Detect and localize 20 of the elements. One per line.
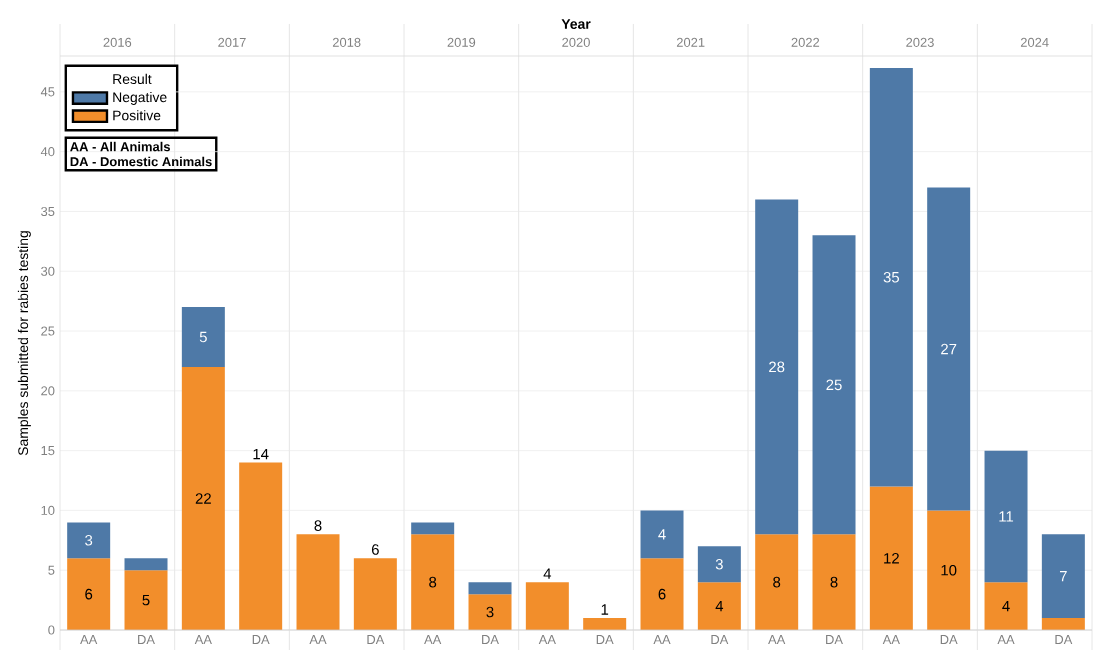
bar bbox=[697, 546, 741, 583]
bar bbox=[67, 558, 111, 630]
bar bbox=[984, 582, 1028, 630]
bar bbox=[468, 582, 512, 595]
bar bbox=[411, 522, 455, 535]
bar bbox=[697, 582, 741, 630]
bar bbox=[927, 510, 971, 630]
bar bbox=[927, 187, 971, 511]
bar bbox=[869, 67, 913, 487]
bar bbox=[67, 522, 111, 559]
bar bbox=[640, 510, 684, 559]
bar bbox=[869, 486, 913, 630]
bar bbox=[1041, 618, 1085, 630]
bar bbox=[1041, 534, 1085, 619]
bar bbox=[411, 534, 455, 630]
bar bbox=[468, 594, 512, 630]
bar bbox=[984, 450, 1028, 583]
bar bbox=[124, 570, 168, 630]
bar bbox=[640, 558, 684, 630]
bar bbox=[124, 558, 168, 571]
